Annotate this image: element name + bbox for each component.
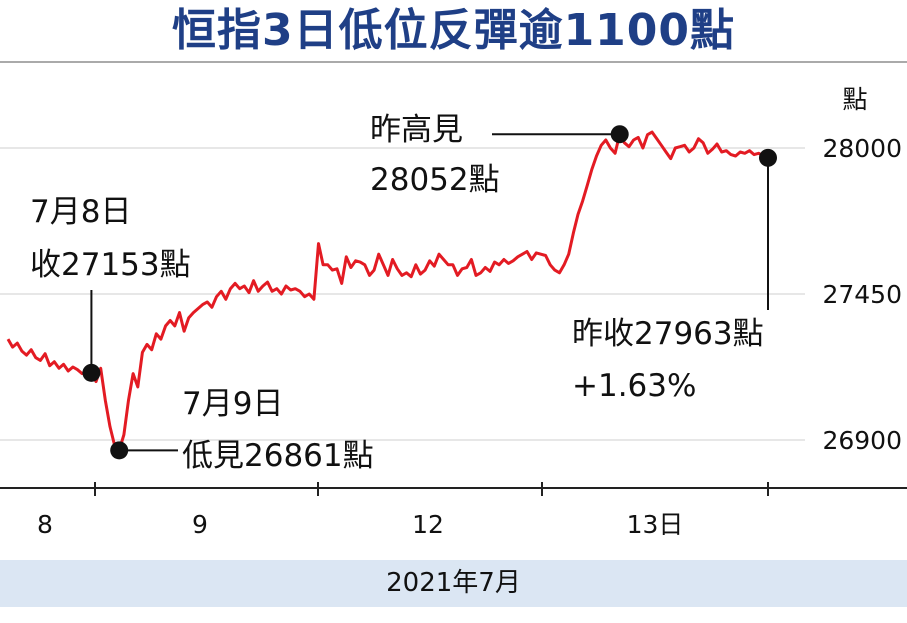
annotation-label: 昨收27963點 [572,316,764,352]
annotation-label: 7月8日 [30,194,131,230]
annotation-marker [759,148,777,167]
x-tick-label: 9 [192,510,208,539]
date-footer: 2021年7月 [0,560,907,607]
annotation-label: +1.63% [572,368,696,404]
x-tick-label: 8 [37,510,53,539]
series-line [6,130,769,452]
chart-title: 恒指3日低位反彈逾1100點 [171,5,736,56]
grid-lines [0,61,907,441]
y-tick-label: 28000 [822,134,902,163]
annotation-label: 28052點 [370,162,500,198]
annotation-marker [82,363,101,382]
y-tick-label: 26900 [822,426,902,455]
x-tick-label: 13日 [627,510,684,539]
y-tick-labels: 28000 27450 26900 [822,134,902,455]
x-axis: 8 9 12 13日 [0,482,907,539]
annotation-label: 7月9日 [182,386,283,422]
annotation-marker [110,441,129,460]
annotation-label: 低見26861點 [182,438,374,474]
x-tick-label: 12 [412,510,444,539]
y-axis-unit-label: 點 [842,85,867,114]
annotation-label: 收27153點 [30,247,191,283]
annotation-label: 昨高見 [370,112,463,148]
y-tick-label: 27450 [822,280,902,309]
annotation-marker [610,125,629,144]
